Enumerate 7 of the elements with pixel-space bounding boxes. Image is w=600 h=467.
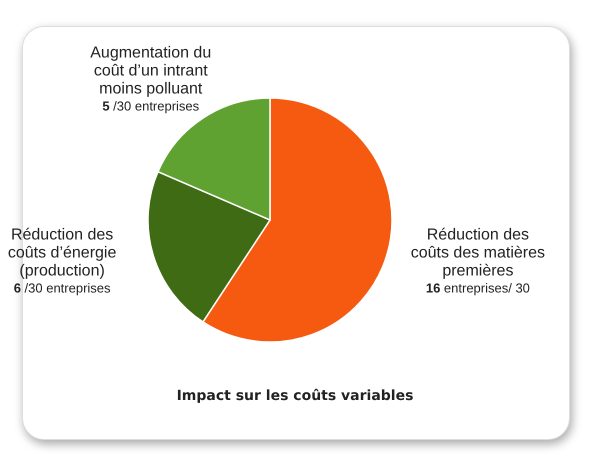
slice-label: Réduction des coûts d’énergie (production) [8, 226, 116, 280]
slice-label: Réduction des coûts des matières premières [410, 226, 546, 280]
data-label: 16 entreprises/ 30 [426, 280, 530, 296]
text: Impact sur les coûts variables [176, 388, 414, 404]
slice-label: Augmentation du coût d’un intrant moins polluant [90, 44, 212, 98]
data-label: 5 /30 entreprises [102, 98, 200, 114]
data-label: 6 /30 entreprises [14, 280, 112, 296]
